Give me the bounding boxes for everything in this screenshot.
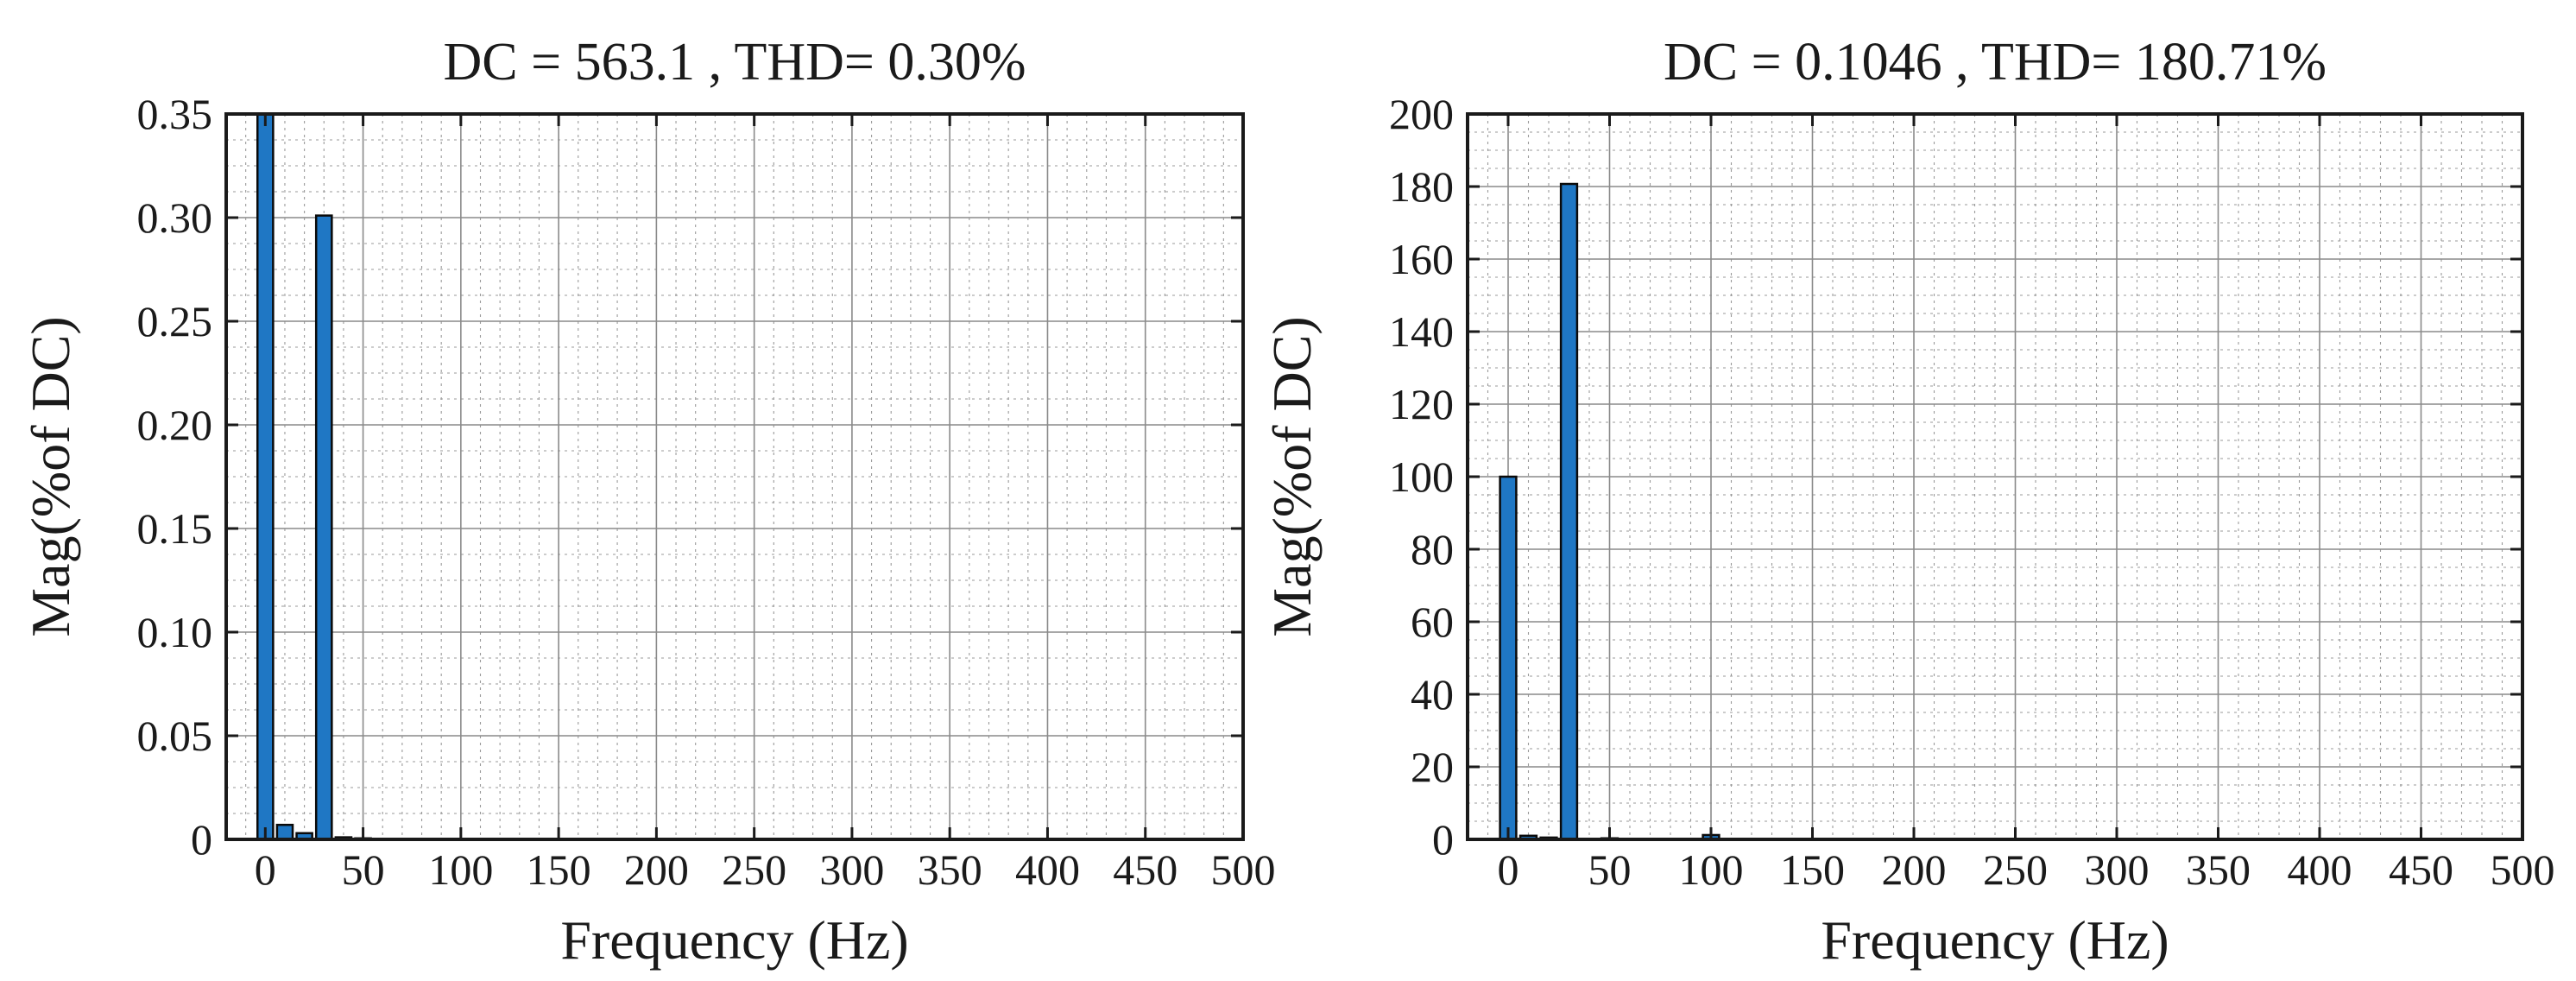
x-axis-label: Frequency (Hz) [1821,909,2169,971]
x-tick-label: 450 [1113,845,1178,894]
bar-30hz [314,214,333,841]
y-tick-label: 160 [1389,235,1454,283]
x-tick-label: 300 [2085,845,2150,894]
y-tick-label: 140 [1389,307,1454,356]
x-tick-label: 50 [1588,845,1632,894]
x-tick-label: 300 [819,845,884,894]
x-tick-label: 500 [1211,845,1276,894]
chart-left: 0 50 100 150 200 250 300 350 400 450 500 0 0.05 0.10 0… [20,33,1276,971]
y-tick-label: 0 [1432,815,1454,864]
y-tick-label: 20 [1411,743,1454,791]
y-tick-label: 180 [1389,162,1454,211]
y-tick-label: 0.15 [137,504,213,553]
y-tick-label: 0.25 [137,297,213,345]
chart-right: 0 50 100 150 200 250 300 350 400 450 500 0 20 40 60 80 1… [1261,33,2555,971]
y-axis-label: Mag(%of DC) [20,316,81,636]
y-tick-label: 0.10 [137,608,213,656]
y-tick-label: 120 [1389,380,1454,428]
y-tick-label: 0.30 [137,193,213,242]
chart-title: DC = 0.1046 , THD= 180.71% [1664,33,2327,92]
axis-frame [224,112,1245,841]
y-tick-label: 60 [1411,598,1454,646]
bar-0hz [256,112,275,841]
x-tick-label: 250 [722,845,786,894]
y-tick-label: 0 [191,815,212,864]
x-tick-label: 350 [918,845,982,894]
x-tick-label: 150 [1780,845,1845,894]
x-tick-label: 150 [527,845,591,894]
chart-title: DC = 563.1 , THD= 0.30% [443,33,1026,92]
x-tick-label: 0 [255,845,276,894]
y-tick-label: 200 [1389,90,1454,138]
x-tick-label: 200 [1882,845,1947,894]
y-tick-label: 0.20 [137,401,213,449]
y-axis-label: Mag(%of DC) [1261,316,1323,636]
x-tick-label: 500 [2491,845,2555,894]
x-tick-label: 200 [624,845,689,894]
y-tick-label: 0.05 [137,712,213,760]
x-axis-label: Frequency (Hz) [560,909,908,971]
x-tick-label: 0 [1498,845,1519,894]
x-tick-label: 450 [2389,845,2453,894]
y-tick-label: 100 [1389,453,1454,501]
y-tick-label: 80 [1411,525,1454,573]
bar-10hz [275,823,294,841]
plot-area [226,114,1243,839]
y-tick-label: 40 [1411,670,1454,718]
x-tick-label: 350 [2186,845,2251,894]
x-tick-label: 250 [1983,845,2048,894]
x-tick-label: 100 [1679,845,1744,894]
x-tick-label: 400 [2288,845,2352,894]
y-tick-label: 0.35 [137,90,213,138]
x-tick-label: 50 [342,845,385,894]
x-tick-label: 400 [1015,845,1080,894]
bar-30hz [1559,182,1579,841]
x-tick-label: 100 [428,845,493,894]
bar-0hz [1499,475,1518,841]
